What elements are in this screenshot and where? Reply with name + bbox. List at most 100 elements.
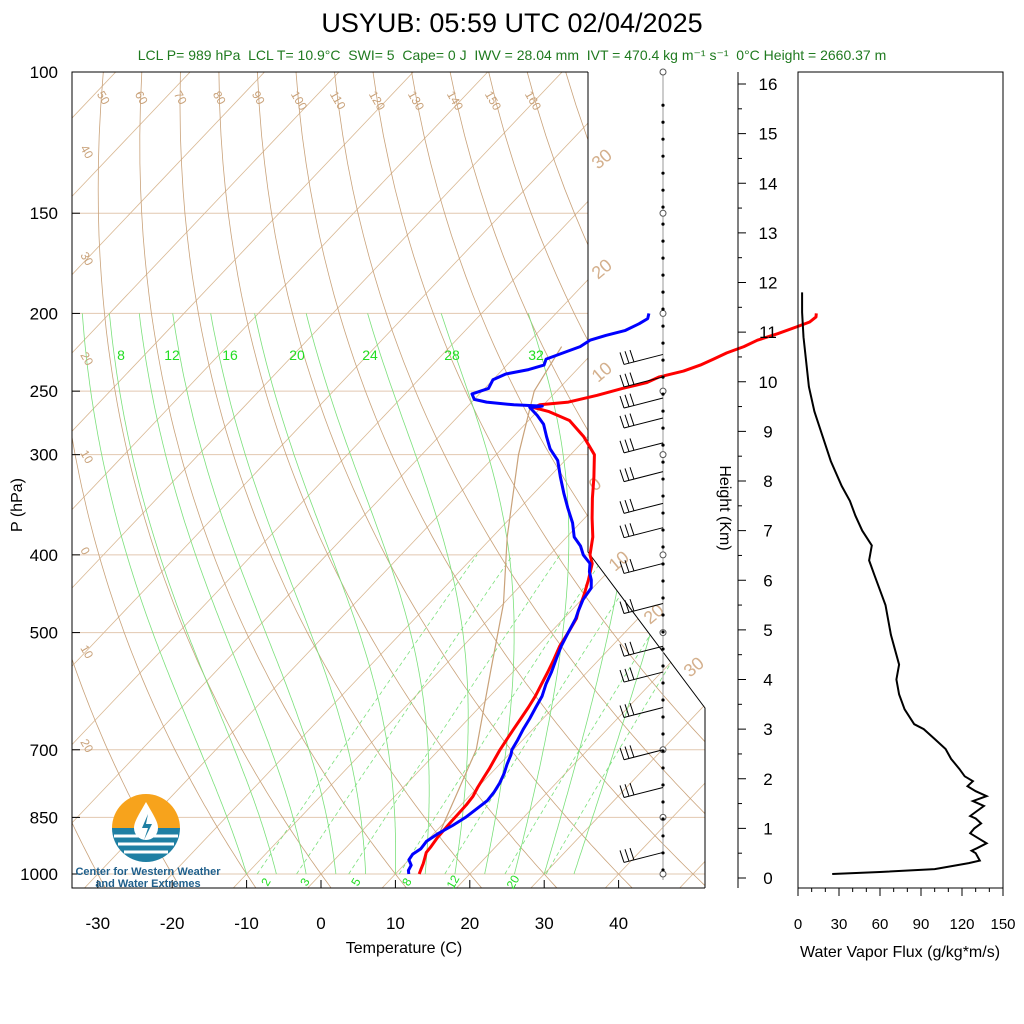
wind-level-marker bbox=[659, 309, 667, 317]
wind-barb-flag bbox=[629, 467, 635, 480]
height-tick-label: 6 bbox=[763, 571, 772, 590]
wind-level-dot bbox=[661, 426, 665, 430]
dry-adiabat-label: 140 bbox=[444, 89, 466, 114]
wind-level-dot bbox=[661, 579, 665, 583]
wind-level-dot bbox=[661, 647, 665, 651]
moist-adiabat-label: 16 bbox=[222, 347, 238, 363]
wind-barb-flag bbox=[619, 561, 625, 574]
logo-text-line1: Center for Western Weather bbox=[75, 866, 221, 878]
height-tick-label: 12 bbox=[759, 274, 778, 293]
dry-adiabat-label: 120 bbox=[366, 89, 388, 114]
y-tick-label: 250 bbox=[30, 382, 58, 401]
wind-level-dot bbox=[661, 273, 665, 277]
y-tick-label: 400 bbox=[30, 546, 58, 565]
wind-level-dot bbox=[661, 783, 665, 787]
wind-barb-flag bbox=[624, 560, 630, 573]
mixing-ratio-line bbox=[398, 554, 606, 875]
height-tick-label: 0 bbox=[763, 869, 772, 888]
dry-adiabat-label: 80 bbox=[210, 89, 229, 108]
wind-barb-flag bbox=[629, 558, 635, 572]
isotherm-line bbox=[736, 35, 1024, 907]
dry-adiabat-label: 70 bbox=[171, 89, 190, 108]
flux-line bbox=[801, 292, 990, 875]
isotherm-label: 20 bbox=[77, 737, 96, 756]
wind-barb-flag bbox=[624, 439, 630, 452]
wind-level-dot bbox=[661, 324, 665, 328]
y-tick-label: 200 bbox=[30, 304, 58, 323]
wind-barb bbox=[623, 851, 664, 863]
wind-level-dot bbox=[661, 477, 665, 481]
moist-adiabat-label: 28 bbox=[444, 347, 460, 363]
wind-barb-flag bbox=[624, 704, 630, 717]
wind-barb-flag bbox=[624, 373, 630, 386]
wind-barb-flag bbox=[629, 498, 635, 512]
wind-barb-flag bbox=[629, 782, 635, 796]
wind-barb-flag bbox=[619, 352, 625, 365]
isotherm-line bbox=[72, 72, 563, 589]
moist-adiabat-label: 20 bbox=[289, 347, 305, 363]
wind-barb bbox=[623, 603, 664, 615]
moist-adiabat-line bbox=[254, 313, 397, 874]
moist-adiabat-line bbox=[440, 313, 515, 875]
wind-level-dot bbox=[661, 307, 665, 311]
isotherm-line bbox=[72, 72, 414, 432]
dry-adiabat-label: 60 bbox=[132, 89, 151, 108]
isotherm-line bbox=[72, 72, 638, 667]
wind-barb-flag bbox=[624, 499, 630, 513]
height-tick-label: 10 bbox=[759, 373, 778, 392]
x-tick-label: -10 bbox=[234, 914, 259, 933]
height-tick-label: 8 bbox=[763, 472, 772, 491]
height-tick-label: 7 bbox=[763, 522, 772, 541]
wind-level-dot bbox=[661, 341, 665, 345]
moist-adiabat-line bbox=[138, 313, 307, 875]
mask-border bbox=[587, 72, 706, 888]
wind-barb bbox=[623, 527, 664, 539]
dry-adiabat-line bbox=[705, 35, 1024, 891]
moist-adiabat-label: 24 bbox=[362, 347, 378, 363]
dry-adiabat-line bbox=[139, 72, 407, 888]
isotherm-line bbox=[679, 860, 705, 888]
wind-level-dot bbox=[661, 290, 665, 294]
mixing-ratio-label: 20 bbox=[504, 872, 523, 891]
wind-barb-flag bbox=[624, 746, 630, 759]
wind-barb-flag bbox=[629, 598, 635, 612]
wind-barb-flag bbox=[624, 394, 630, 408]
wind-level-marker bbox=[659, 451, 667, 459]
wind-level-dot bbox=[661, 460, 665, 464]
wind-level-dot bbox=[661, 681, 665, 685]
wind-barb-flag bbox=[624, 784, 630, 797]
wind-barb-flag bbox=[619, 469, 625, 482]
wind-barb-flag bbox=[629, 667, 635, 680]
dry-adiabat-line bbox=[256, 72, 633, 888]
wind-level-dot bbox=[661, 817, 665, 821]
chart-title: USYUB: 05:59 UTC 02/04/2025 bbox=[321, 8, 703, 38]
isotherm-line bbox=[72, 72, 340, 354]
wind-barb bbox=[623, 786, 664, 798]
moist-adiabat-line bbox=[109, 313, 277, 875]
y-tick-label: 500 bbox=[30, 624, 58, 643]
flux-x-tick-label: 150 bbox=[990, 916, 1015, 933]
wind-level-dot bbox=[661, 834, 665, 838]
dry-adiabat-label: 90 bbox=[249, 89, 268, 108]
wind-barb bbox=[623, 471, 664, 483]
flux-x-tick-label: 60 bbox=[872, 916, 889, 933]
wind-barb-flag bbox=[629, 641, 635, 654]
isotherm-label: 30 bbox=[77, 250, 96, 269]
wind-barb-flag bbox=[624, 668, 630, 682]
dry-adiabat-label: 130 bbox=[405, 89, 427, 114]
height-tick-label: 3 bbox=[763, 720, 772, 739]
dry-adiabat-line bbox=[179, 72, 483, 888]
wind-level-dot bbox=[661, 120, 665, 124]
wind-barb-flag bbox=[629, 372, 635, 385]
height-tick-label: 9 bbox=[763, 422, 772, 441]
isotherm-label: 40 bbox=[77, 143, 96, 162]
wind-barb-flag bbox=[619, 525, 625, 538]
wind-level-dot bbox=[661, 171, 665, 175]
wind-level-dot bbox=[661, 596, 665, 600]
mixing-ratio-label: 2 bbox=[258, 875, 274, 888]
wind-barb-flag bbox=[619, 785, 625, 798]
wind-level-dot bbox=[661, 443, 665, 447]
dry-adiabat-line bbox=[218, 72, 558, 888]
wind-barb bbox=[623, 502, 664, 514]
dry-adiabat-line bbox=[743, 35, 1024, 891]
